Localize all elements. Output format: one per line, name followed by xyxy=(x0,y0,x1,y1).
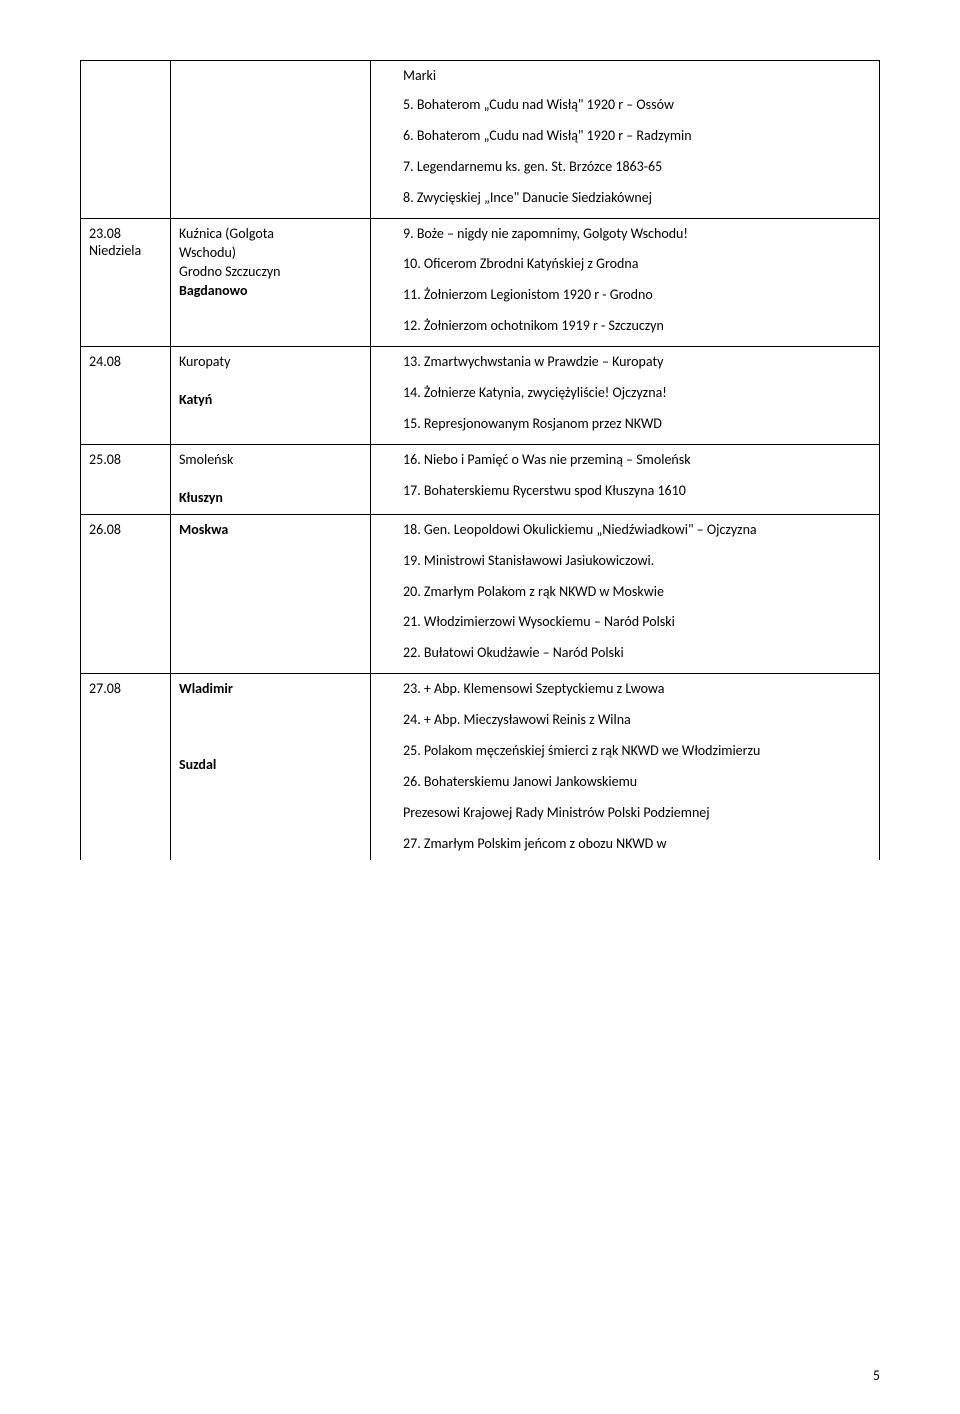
item-num: 16. xyxy=(403,451,421,468)
place-line xyxy=(179,737,362,754)
item-num: 13. xyxy=(403,353,421,370)
cell-date-empty xyxy=(81,61,171,219)
place-line xyxy=(179,718,362,735)
place-line: Kuźnica (Golgota xyxy=(179,225,362,242)
item-text: Zmarłym Polskim jeńcom z obozu NKWD w xyxy=(424,835,667,852)
marki-label: Marki xyxy=(403,67,871,84)
table-row: 26.08 Moskwa 18. Gen. Leopoldowi Okulick… xyxy=(81,514,880,673)
item-text: Gen. Leopoldowi Okulickiemu „Niedźwiadko… xyxy=(424,521,757,538)
item-num: 5. xyxy=(403,96,414,113)
date-text: 23.08 xyxy=(89,225,162,242)
item-num: 12. xyxy=(403,317,421,334)
table-row: 23.08 Niedziela Kuźnica (Golgota Wschodu… xyxy=(81,218,880,347)
date-weekday: Niedziela xyxy=(89,242,162,259)
cell-date: 26.08 xyxy=(81,514,171,673)
cell-date: 27.08 xyxy=(81,674,171,860)
cell-date: 24.08 xyxy=(81,347,171,445)
place-line-bold: Bagdanowo xyxy=(179,282,362,299)
item-text: Zmartwychwstania w Prawdzie – Kuropaty xyxy=(424,353,664,370)
cell-place: Smoleńsk Kłuszyn xyxy=(171,444,371,514)
place-line: Grodno Szczuczyn xyxy=(179,263,362,280)
item-num: 26. xyxy=(403,773,421,790)
page-number: 5 xyxy=(873,1367,880,1384)
place-line-bold: Katyń xyxy=(179,391,362,408)
item-text: Niebo i Pamięć o Was nie przeminą – Smol… xyxy=(424,451,691,468)
place-line: Kuropaty xyxy=(179,353,362,370)
item-num: 19. xyxy=(403,552,421,569)
place-line-bold: Moskwa xyxy=(179,521,362,538)
item-num: 9. xyxy=(403,225,414,242)
item-num: 14. xyxy=(403,384,421,401)
table-row: 25.08 Smoleńsk Kłuszyn 16. Niebo i Pamię… xyxy=(81,444,880,514)
item-num: 27. xyxy=(403,835,421,852)
top-item-list: 5. Bohaterom „Cudu nad Wisłą" 1920 r – O… xyxy=(403,96,871,208)
item-text: Oficerom Zbrodni Katyńskiej z Grodna xyxy=(424,255,639,272)
item-text: Bohaterom „Cudu nad Wisłą" 1920 r – Ossó… xyxy=(417,96,674,113)
item-text: Żołnierzom ochotnikom 1919 r - Szczuczyn xyxy=(424,317,664,334)
item-text: Represjonowanym Rosjanom przez NKWD xyxy=(424,415,662,432)
item-text: Legendarnemu ks. gen. St. Brzózce 1863-6… xyxy=(417,158,662,175)
item-num: 20. xyxy=(403,583,421,600)
item-num: 22. xyxy=(403,644,421,661)
item-text: Ministrowi Stanisławowi Jasiukowiczowi. xyxy=(424,552,654,569)
item-text: + Abp. Mieczysławowi Reinis z Wilna xyxy=(424,711,631,728)
table-row: Marki 5. Bohaterom „Cudu nad Wisłą" 1920… xyxy=(81,61,880,219)
place-line-bold: Suzdal xyxy=(179,756,362,773)
item-text: Boże – nigdy nie zapomnimy, Golgoty Wsch… xyxy=(417,225,688,242)
item-num: 23. xyxy=(403,680,421,697)
cell-place: Moskwa xyxy=(171,514,371,673)
cell-place-empty xyxy=(171,61,371,219)
cell-notes-top: Marki 5. Bohaterom „Cudu nad Wisłą" 1920… xyxy=(371,61,880,219)
item-num: 10. xyxy=(403,255,421,272)
item-num: 24. xyxy=(403,711,421,728)
item-text: Bułatowi Okudżawie – Naród Polski xyxy=(424,644,624,661)
cell-date: 25.08 xyxy=(81,444,171,514)
date-text: 24.08 xyxy=(89,353,162,370)
item-text: Zmarłym Polakom z rąk NKWD w Moskwie xyxy=(424,583,664,600)
cell-place: Kuropaty Katyń xyxy=(171,347,371,445)
item-text: + Abp. Klemensowi Szeptyckiemu z Lwowa xyxy=(424,680,665,697)
item-text: Bohaterom „Cudu nad Wisłą" 1920 r – Radz… xyxy=(417,127,692,144)
item-num: 8. xyxy=(403,189,414,206)
place-line: Smoleńsk xyxy=(179,451,362,468)
cell-notes: 9. Boże – nigdy nie zapomnimy, Golgoty W… xyxy=(371,218,880,347)
item-text: Włodzimierzowi Wysockiemu – Naród Polski xyxy=(424,613,675,630)
place-line: Wschodu) xyxy=(179,244,362,261)
place-line xyxy=(179,372,362,389)
cell-date: 23.08 Niedziela xyxy=(81,218,171,347)
item-text: Bohaterskiemu Janowi Jankowskiemu xyxy=(424,773,637,790)
item-num: 15. xyxy=(403,415,421,432)
cell-notes: 18. Gen. Leopoldowi Okulickiemu „Niedźwi… xyxy=(371,514,880,673)
item-num: 25. xyxy=(403,742,421,759)
item-text: Żołnierzom Legionistom 1920 r - Grodno xyxy=(424,286,653,303)
date-text: 27.08 xyxy=(89,680,162,697)
table-row: 27.08 Wladimir Suzdal 23. + Abp. Klemens… xyxy=(81,674,880,860)
cell-notes: 13. Zmartwychwstania w Prawdzie – Kuropa… xyxy=(371,347,880,445)
item-num: 21. xyxy=(403,613,421,630)
item-num: 18. xyxy=(403,521,421,538)
cell-notes: 16. Niebo i Pamięć o Was nie przeminą – … xyxy=(371,444,880,514)
tail-item: Prezesowi Krajowej Rady Ministrów Polski… xyxy=(403,804,871,823)
cell-place: Wladimir Suzdal xyxy=(171,674,371,860)
item-text: Bohaterskiemu Rycerstwu spod Kłuszyna 16… xyxy=(424,482,686,499)
document-table: Marki 5. Bohaterom „Cudu nad Wisłą" 1920… xyxy=(80,60,880,860)
item-num: 6. xyxy=(403,127,414,144)
date-text: 25.08 xyxy=(89,451,162,468)
place-line xyxy=(179,699,362,716)
date-text: 26.08 xyxy=(89,521,162,538)
place-line xyxy=(179,470,362,487)
cell-place: Kuźnica (Golgota Wschodu) Grodno Szczucz… xyxy=(171,218,371,347)
place-line-bold: Wladimir xyxy=(179,680,362,697)
table-row: 24.08 Kuropaty Katyń 13. Zmartwychwstani… xyxy=(81,347,880,445)
place-line-bold: Kłuszyn xyxy=(179,489,362,506)
item-text: Zwycięskiej „Ince" Danucie Siedziakównej xyxy=(417,189,652,206)
item-text: Żołnierze Katynia, zwyciężyliście! Ojczy… xyxy=(424,384,667,401)
item-text: Polakom męczeńskiej śmierci z rąk NKWD w… xyxy=(424,742,760,759)
cell-notes: 23. + Abp. Klemensowi Szeptyckiemu z Lwo… xyxy=(371,674,880,860)
item-num: 11. xyxy=(403,286,421,303)
item-num: 17. xyxy=(403,482,421,499)
item-num: 7. xyxy=(403,158,414,175)
